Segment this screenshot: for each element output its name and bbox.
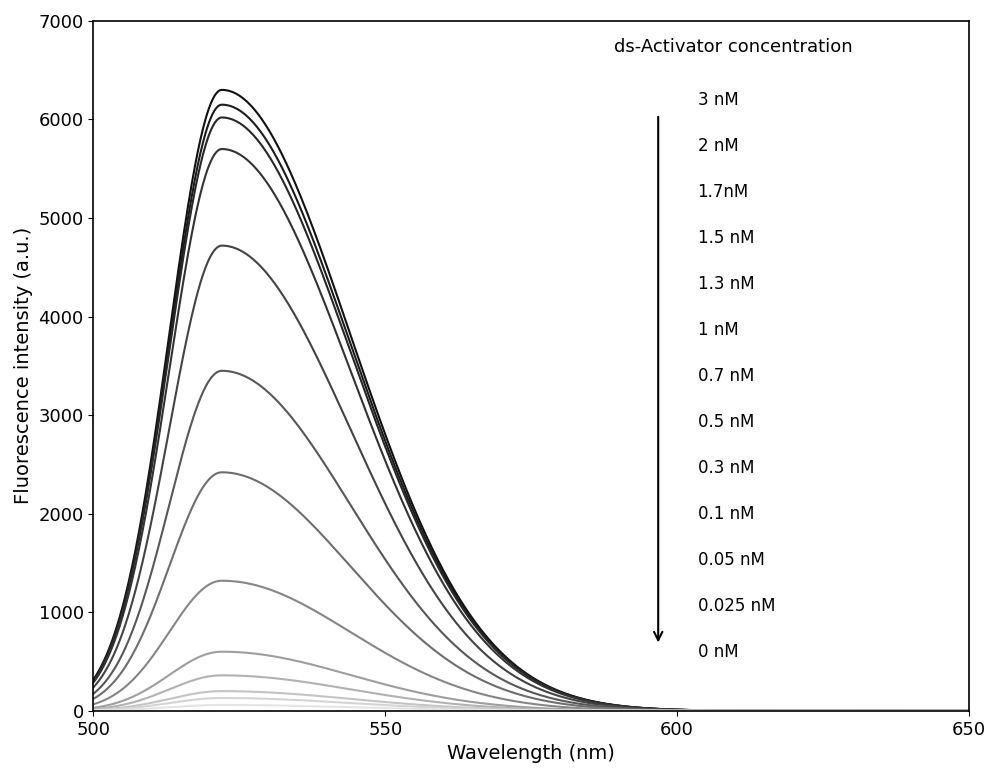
Text: 0 nM: 0 nM (698, 643, 738, 661)
Text: 2 nM: 2 nM (698, 138, 738, 155)
Text: 3 nM: 3 nM (698, 91, 738, 110)
Text: 0.5 nM: 0.5 nM (698, 413, 754, 431)
Text: 1.7nM: 1.7nM (698, 183, 749, 201)
Text: 1.5 nM: 1.5 nM (698, 229, 754, 247)
Text: 1.3 nM: 1.3 nM (698, 275, 754, 293)
Text: 1 nM: 1 nM (698, 321, 738, 340)
Text: 0.05 nM: 0.05 nM (698, 551, 764, 570)
Y-axis label: Fluorescence intensity (a.u.): Fluorescence intensity (a.u.) (14, 227, 33, 504)
Text: 0.025 nM: 0.025 nM (698, 598, 775, 615)
Text: 0.3 nM: 0.3 nM (698, 459, 754, 477)
X-axis label: Wavelength (nm): Wavelength (nm) (447, 744, 615, 763)
Text: 0.1 nM: 0.1 nM (698, 505, 754, 523)
Text: 0.7 nM: 0.7 nM (698, 368, 754, 385)
Text: ds-Activator concentration: ds-Activator concentration (614, 38, 853, 56)
